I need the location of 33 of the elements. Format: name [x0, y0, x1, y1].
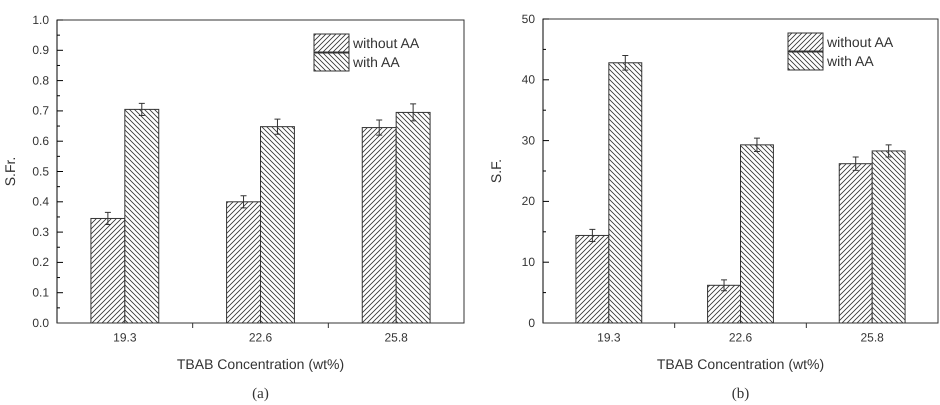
x-tick-label: 25.8 [860, 330, 884, 345]
x-tick-label: 19.3 [597, 330, 621, 345]
x-axis-title: TBAB Concentration (wt%) [656, 356, 824, 372]
y-tick-label: 0.4 [32, 194, 50, 209]
legend-label: with AA [826, 53, 874, 69]
y-tick-label: 0.7 [32, 104, 50, 118]
x-tick-label: 25.8 [384, 330, 408, 345]
y-tick-label: 20 [522, 194, 536, 208]
y-tick-label: 30 [522, 133, 536, 148]
y-axis-title: S.Fr. [2, 156, 18, 186]
y-tick-label: 0.1 [32, 286, 50, 300]
y-tick-label: 40 [522, 72, 536, 87]
y-tick-label: 1.0 [32, 12, 50, 27]
x-tick-label: 22.6 [728, 330, 752, 345]
y-tick-label: 10 [522, 255, 536, 270]
y-tick-label: 0.8 [32, 73, 50, 88]
y-tick-label: 0.3 [32, 224, 50, 239]
x-tick-label: 19.3 [113, 330, 137, 345]
text: (b) [732, 386, 750, 402]
y-tick-label: 50 [522, 12, 536, 26]
y-axis-title: S.F. [488, 158, 504, 184]
x-tick-label: 22.6 [248, 330, 272, 345]
legend-label: without AA [826, 34, 894, 50]
y-tick-label: 0.0 [32, 316, 50, 330]
y-tick-label: 0.2 [32, 255, 50, 270]
legend-label: without AA [352, 35, 420, 51]
x-axis-title: TBAB Concentration (wt%) [176, 356, 344, 372]
y-tick-label: 0.9 [32, 43, 50, 58]
legend-label: with AA [352, 54, 400, 70]
y-tick-label: 0.6 [32, 134, 50, 148]
y-tick-label: 0.5 [32, 164, 50, 178]
y-tick-label: 0 [528, 316, 536, 330]
text: (a) [252, 386, 269, 402]
